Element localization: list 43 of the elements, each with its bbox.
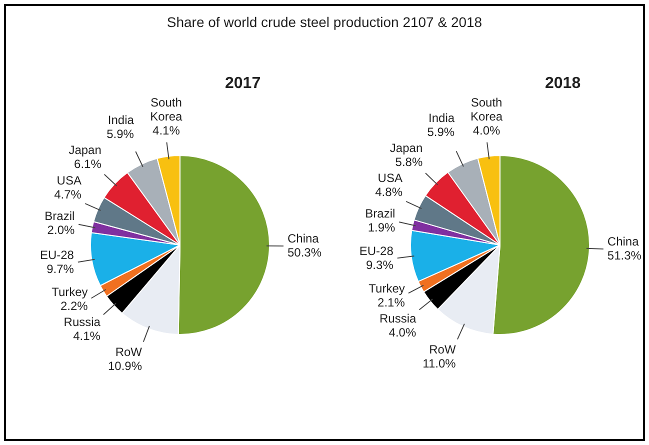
data-label: 4.0% [472,124,501,138]
slice-label: Japan [68,142,102,157]
chart-subtitle: 2017 [225,75,261,93]
slice-label: China [607,234,640,249]
slice-label: India [428,111,455,126]
slice-label: RoW [115,344,143,359]
data-label: 11.0% [422,356,456,370]
slice-label: Russia [379,312,416,326]
data-label: 2.0% [47,222,75,237]
data-label: 2.2% [60,298,88,313]
slice-label: RoW [429,342,456,356]
slice-label: USA [56,173,82,188]
slice-label: Brazil [365,206,396,220]
slice-label: Japan [390,141,423,156]
data-label: 5.9% [427,125,455,140]
slice-label: China [287,231,320,246]
slice-label: Turkey [52,284,88,299]
data-label: 5.8% [395,155,423,170]
data-label: 4.1% [152,124,180,138]
slice-label: EU-28 [40,248,74,262]
slice-label: Turkey [368,282,405,296]
data-label: 4.7% [54,187,82,202]
slice-label: Brazil [44,208,75,223]
slice-label: South Korea [150,96,183,124]
slice-label: EU-28 [359,244,394,258]
data-label: 4.8% [375,185,403,200]
slice-label: South Korea [470,96,503,124]
data-label: 1.9% [368,220,396,234]
data-label: 9.3% [366,258,394,272]
data-label: 5.9% [106,126,134,141]
data-label: 2.1% [378,296,406,310]
data-label: 4.0% [388,326,416,340]
slice-label: India [108,112,134,127]
chart-title: Share of world crude steel production 2107 & 2018 [166,14,484,30]
chart-title: 2018 [545,75,581,93]
data-label: 51.3% [607,248,642,263]
data-label: 4.1% [73,328,101,343]
data-label: 50.3% [287,245,322,260]
slice-label: USA [378,171,402,186]
data-label: 6.1% [74,156,102,171]
data-label: 10.9% [108,358,142,373]
slice-label: Russia [64,314,101,329]
data-label: 9.7% [46,262,74,276]
